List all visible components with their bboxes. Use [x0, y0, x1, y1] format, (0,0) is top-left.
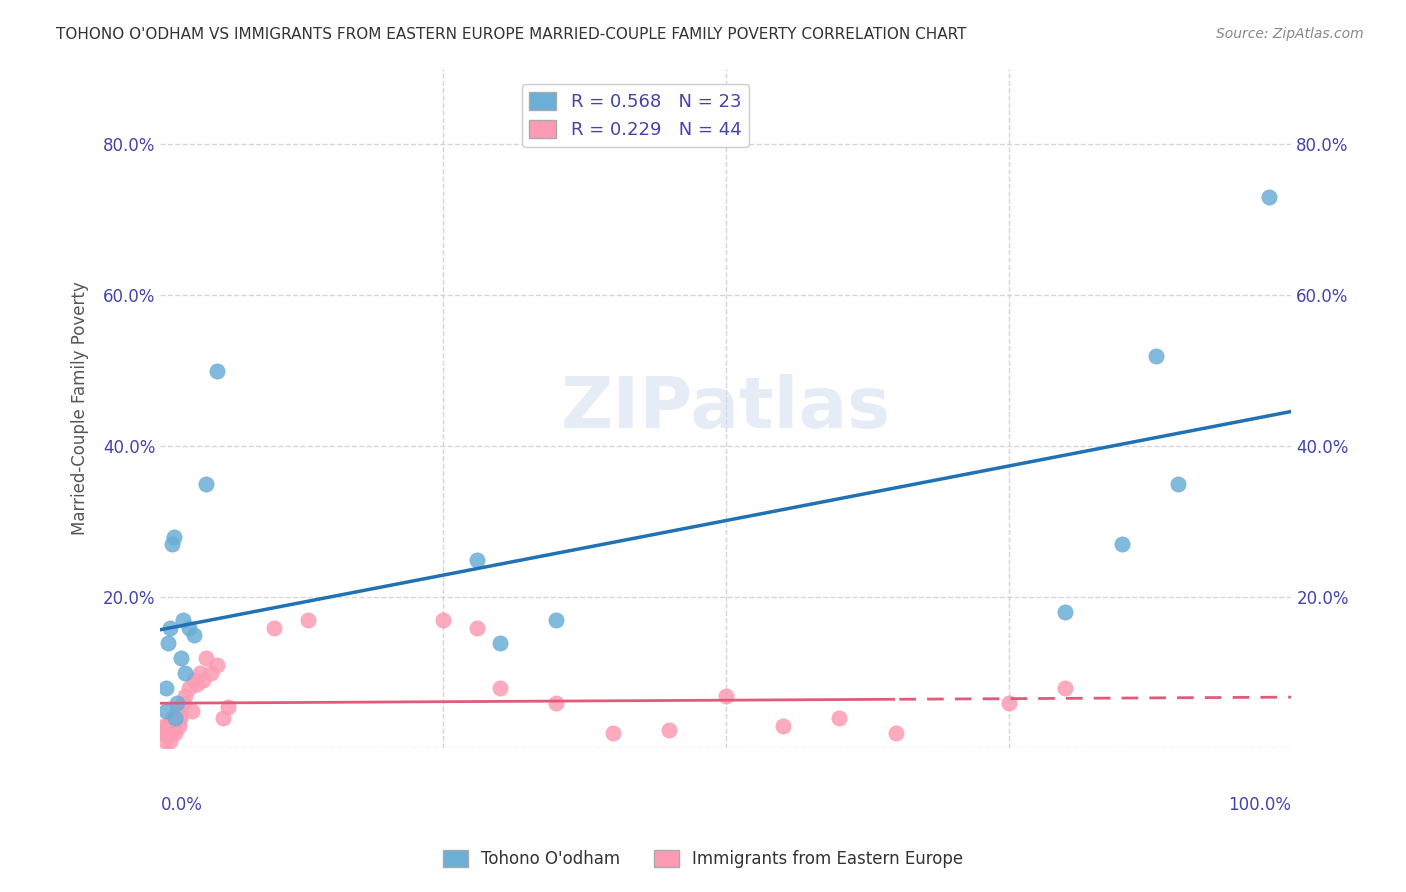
- Point: [186, 677, 208, 691]
- Point: [153, 719, 176, 733]
- Point: [188, 665, 211, 680]
- Point: [170, 707, 193, 722]
- Point: [160, 537, 183, 551]
- Point: [183, 673, 205, 688]
- Point: [170, 650, 193, 665]
- Point: [488, 681, 510, 695]
- Point: [217, 700, 239, 714]
- Point: [172, 696, 194, 710]
- Legend: Tohono O'odham, Immigrants from Eastern Europe: Tohono O'odham, Immigrants from Eastern …: [436, 843, 970, 875]
- Point: [828, 711, 851, 725]
- Text: 0.0%: 0.0%: [160, 796, 202, 814]
- Point: [193, 673, 215, 688]
- Point: [205, 658, 228, 673]
- Point: [183, 628, 205, 642]
- Point: [177, 621, 200, 635]
- Point: [297, 613, 319, 627]
- Point: [884, 726, 907, 740]
- Point: [1054, 681, 1077, 695]
- Point: [159, 726, 181, 740]
- Point: [169, 711, 191, 725]
- Point: [156, 719, 179, 733]
- Point: [1144, 349, 1167, 363]
- Point: [160, 711, 183, 725]
- Point: [194, 477, 217, 491]
- Point: [162, 714, 184, 729]
- Point: [465, 552, 488, 566]
- Text: ZIPatlas: ZIPatlas: [561, 374, 891, 443]
- Point: [772, 719, 794, 733]
- Point: [194, 650, 217, 665]
- Point: [181, 704, 204, 718]
- Point: [159, 734, 181, 748]
- Point: [1054, 606, 1077, 620]
- Point: [155, 681, 177, 695]
- Point: [166, 696, 188, 710]
- Point: [200, 665, 222, 680]
- Point: [658, 723, 681, 737]
- Point: [163, 719, 186, 733]
- Point: [166, 704, 188, 718]
- Point: [167, 719, 190, 733]
- Point: [157, 636, 180, 650]
- Point: [602, 726, 624, 740]
- Text: Source: ZipAtlas.com: Source: ZipAtlas.com: [1216, 27, 1364, 41]
- Point: [714, 689, 737, 703]
- Point: [1167, 477, 1189, 491]
- Point: [997, 696, 1019, 710]
- Point: [152, 726, 174, 740]
- Point: [165, 726, 187, 740]
- Point: [155, 726, 177, 740]
- Text: TOHONO O'ODHAM VS IMMIGRANTS FROM EASTERN EUROPE MARRIED-COUPLE FAMILY POVERTY C: TOHONO O'ODHAM VS IMMIGRANTS FROM EASTER…: [56, 27, 967, 42]
- Point: [174, 665, 197, 680]
- Point: [1111, 537, 1133, 551]
- Point: [159, 621, 181, 635]
- Legend: R = 0.568   N = 23, R = 0.229   N = 44: R = 0.568 N = 23, R = 0.229 N = 44: [522, 85, 749, 146]
- Point: [432, 613, 454, 627]
- Point: [205, 364, 228, 378]
- Point: [165, 711, 187, 725]
- Text: 100.0%: 100.0%: [1229, 796, 1292, 814]
- Point: [488, 636, 510, 650]
- Point: [263, 621, 285, 635]
- Point: [165, 711, 187, 725]
- Point: [172, 613, 194, 627]
- Point: [153, 734, 176, 748]
- Point: [1257, 190, 1279, 204]
- Point: [177, 681, 200, 695]
- Point: [465, 621, 488, 635]
- Point: [163, 530, 186, 544]
- Point: [546, 613, 568, 627]
- Point: [155, 704, 177, 718]
- Y-axis label: Married-Couple Family Poverty: Married-Couple Family Poverty: [72, 282, 89, 535]
- Point: [174, 689, 197, 703]
- Point: [211, 711, 233, 725]
- Point: [157, 723, 180, 737]
- Point: [546, 696, 568, 710]
